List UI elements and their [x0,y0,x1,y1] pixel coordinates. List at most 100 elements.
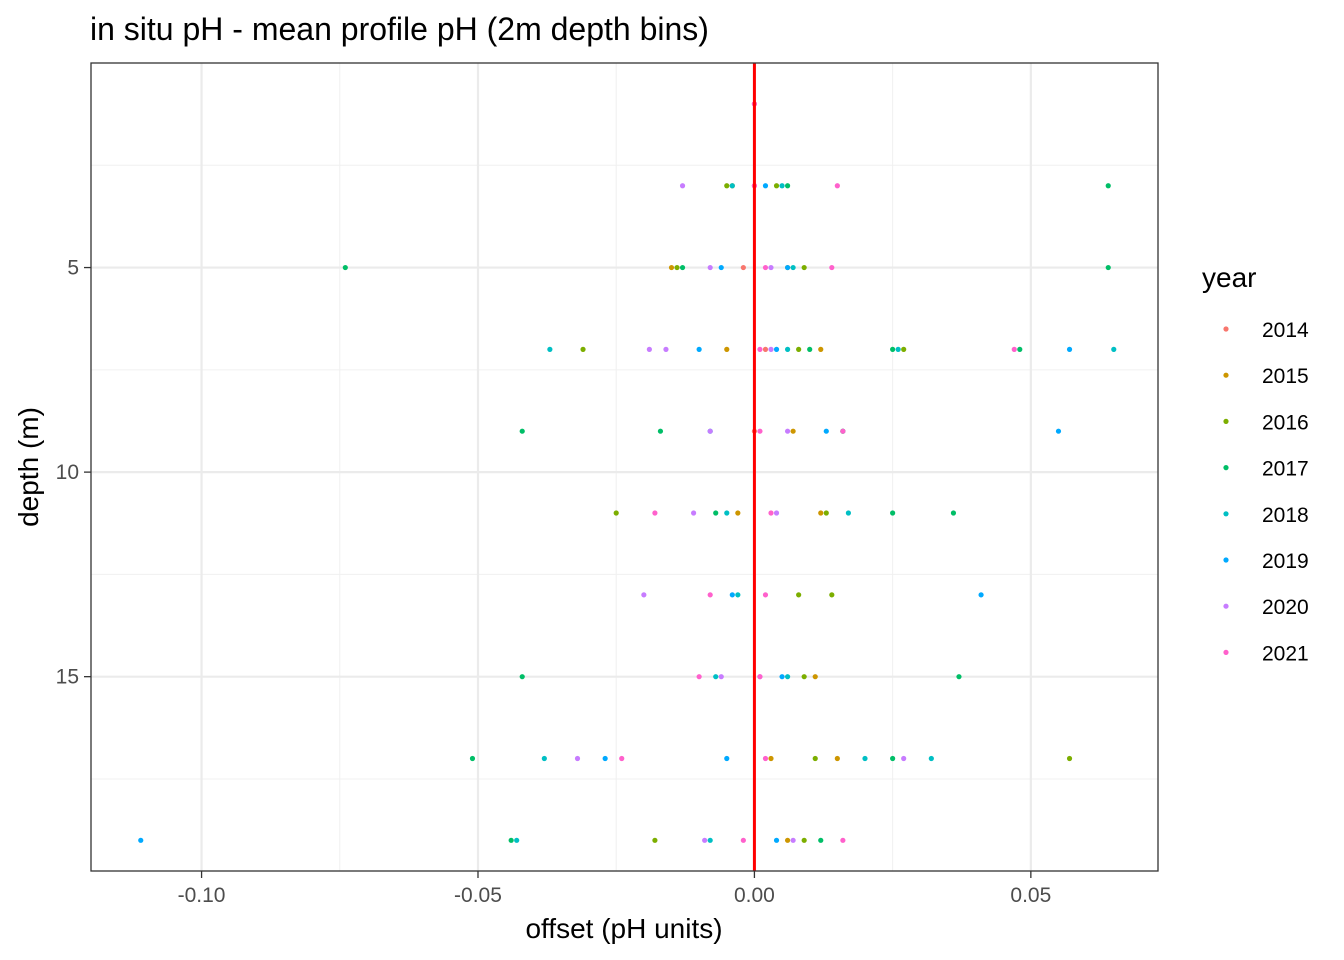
data-point-2021 [757,674,763,680]
data-point-2020 [768,264,774,271]
data-point-2014 [740,264,746,271]
legend-key-2015 [1223,372,1229,378]
data-point-2017 [890,346,896,352]
data-point-2019 [779,674,785,680]
data-point-2017 [679,264,686,271]
data-point-2015 [790,428,796,434]
data-point-2016 [796,346,802,352]
data-point-2019 [696,346,702,352]
data-point-2017 [950,510,957,516]
y-tick-label: 15 [56,666,79,689]
x-axis-ticks: -0.10 -0.05 0.00 0.05 [178,871,1051,907]
data-point-2017 [713,510,719,516]
data-point-2016 [901,346,907,352]
data-point-2019 [724,755,730,762]
data-point-2021 [840,837,846,843]
data-point-2019 [729,592,735,598]
data-point-2016 [801,837,807,843]
data-point-2018 [790,264,796,271]
panel-background [91,63,1158,871]
data-point-2021 [834,183,840,189]
data-points [138,101,1117,843]
legend-key-2017 [1223,465,1229,471]
data-point-2018 [729,183,735,189]
data-point-2015 [768,755,774,762]
data-point-2021 [768,510,774,516]
data-point-2015 [668,264,675,271]
x-axis-title: offset (pH units) [525,913,722,944]
data-point-2017 [807,346,813,352]
data-point-2014 [762,346,769,352]
legend-key-2018 [1223,511,1229,517]
data-point-2017 [469,755,476,762]
data-point-2018 [1111,346,1117,352]
data-point-2016 [674,264,680,271]
legend-label-2014: 2014 [1262,319,1309,342]
data-point-2021 [757,428,763,434]
data-point-2016 [812,755,818,762]
data-point-2017 [1105,264,1111,271]
data-point-2019 [784,264,791,271]
data-point-2017 [1105,183,1111,189]
legend-items: 2014 2015 2016 2017 2018 2019 2020 2021 [1223,319,1309,665]
data-point-2018 [779,183,785,189]
legend-key-2021 [1223,649,1229,656]
data-point-2019 [762,183,769,189]
data-point-2021 [696,674,702,680]
plot-panel [90,62,1159,872]
data-point-2016 [796,592,802,598]
data-point-2020 [707,264,713,271]
legend-key-2020 [1223,603,1229,609]
y-tick-label: 5 [67,257,79,280]
data-point-2018 [784,346,791,352]
legend-label-2016: 2016 [1262,411,1309,434]
data-point-2018 [845,510,852,516]
data-point-2016 [801,264,807,271]
data-point-2020 [707,428,713,434]
data-point-2015 [724,346,730,352]
y-axis-ticks: 5 10 15 [56,257,91,689]
data-point-2021 [762,592,769,598]
data-point-2015 [812,674,818,680]
data-point-2018 [862,755,868,762]
data-point-2021 [762,755,769,762]
data-point-2019 [773,346,780,352]
data-point-2016 [580,346,586,352]
data-point-2015 [784,837,791,843]
data-point-2018 [514,837,520,843]
data-point-2019 [138,837,144,843]
data-point-2020 [718,674,724,680]
data-point-2021 [829,264,835,271]
data-point-2017 [342,264,348,271]
chart-title: in situ pH - mean profile pH (2m depth b… [90,11,709,47]
data-point-2021 [652,510,658,516]
data-point-2020 [702,837,708,843]
data-point-2018 [735,592,741,598]
data-point-2021 [757,346,763,352]
data-point-2020 [773,510,780,516]
data-point-2018 [724,510,730,516]
legend-label-2019: 2019 [1262,550,1309,573]
data-point-2020 [641,592,647,598]
data-point-2016 [652,837,658,843]
data-point-2017 [1017,346,1023,352]
data-point-2017 [890,510,896,516]
legend: year 2014 2015 2016 2017 2018 2019 2020 2021 [1202,262,1309,665]
data-point-2016 [724,183,730,189]
data-point-2017 [784,183,791,189]
x-tick-label: 0.00 [734,884,775,907]
legend-key-2016 [1223,418,1229,424]
legend-key-2019 [1223,557,1229,563]
data-point-2020 [768,346,774,352]
data-point-2021 [1011,346,1017,352]
legend-label-2021: 2021 [1262,642,1309,665]
data-point-2020 [901,755,907,762]
data-point-2021 [740,837,746,843]
data-point-2017 [519,428,525,434]
legend-label-2015: 2015 [1262,365,1309,388]
data-point-2020 [691,510,697,516]
data-point-2016 [1066,755,1073,762]
data-point-2017 [508,837,514,843]
data-point-2018 [547,346,553,352]
